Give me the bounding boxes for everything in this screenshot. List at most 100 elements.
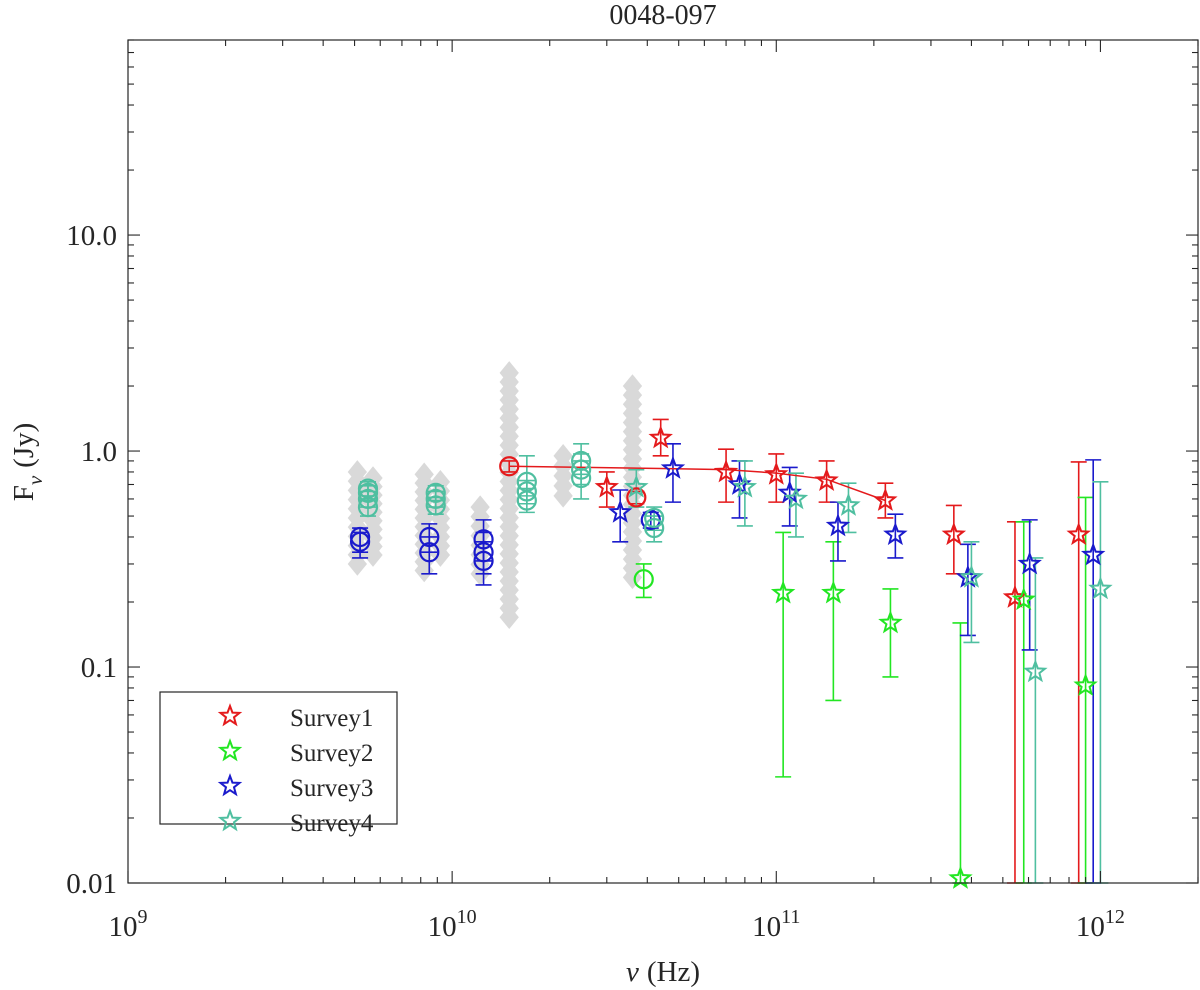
y-axis-label: Fν (Jy) (8, 423, 47, 502)
survey1-point-4 (814, 467, 839, 491)
legend-entries: Survey1 Survey2 Survey3 Survey4 (217, 703, 374, 837)
x-tick-base: 10 (109, 911, 138, 943)
teal-circles-point-1 (357, 488, 379, 510)
teal-circles-point-9 (516, 471, 537, 492)
x-tick-exponent: 12 (1105, 906, 1125, 928)
survey2-point-4 (1011, 586, 1036, 611)
fit-line (509, 465, 886, 502)
survey1-point-5 (873, 487, 898, 511)
teal-circles-point-14 (644, 507, 665, 529)
survey4-point-6 (1088, 576, 1113, 600)
teal-circles-point-13 (644, 517, 665, 539)
survey3-point-1 (660, 455, 686, 479)
x-axis-label: ν (Hz) (626, 956, 700, 988)
star-markers (594, 425, 1113, 889)
legend-box (159, 691, 398, 825)
survey2-point-5 (1073, 672, 1098, 697)
legend-label-survey1: Survey1 (290, 705, 373, 732)
x-tick-exponent: 10 (457, 906, 477, 928)
chart-title: 0048-097 (609, 0, 716, 31)
survey2-errorbar-0 (775, 531, 792, 778)
legend-label-survey2: Survey2 (290, 740, 373, 767)
model-line (509, 465, 886, 502)
red-circles-point-1 (626, 487, 647, 508)
survey4-point-5 (1023, 658, 1048, 683)
y-axis-sub: ν (23, 475, 47, 485)
survey2-point-1 (821, 580, 846, 604)
legend-marker-survey1 (217, 703, 243, 727)
teal-circles-point-12 (571, 450, 592, 472)
survey1-point-3 (764, 461, 789, 485)
x-tick-label: 109 (109, 906, 148, 943)
legend-marker-survey4 (217, 808, 243, 832)
x-tick-base: 10 (752, 911, 781, 943)
blue-circles-point-5 (473, 542, 494, 563)
teal-circles-point-3 (357, 478, 379, 499)
survey3-point-8 (1080, 542, 1106, 566)
legend-label-survey4: Survey4 (290, 810, 374, 837)
survey1-point-2 (713, 459, 739, 483)
blue-circles-point-4 (473, 550, 494, 571)
plot-frame (127, 39, 1199, 884)
survey3-errorbar-6 (959, 543, 976, 637)
x-tick-exponent: 11 (781, 906, 800, 928)
y-tick-label: 10.0 (66, 220, 117, 252)
archival-diamond (414, 558, 434, 583)
archival-diamond (363, 543, 383, 567)
survey3-point-0 (607, 499, 633, 523)
archival-diamond (622, 565, 643, 590)
archival-diamond (553, 484, 573, 508)
x-tick-exponent: 9 (138, 906, 148, 928)
survey1-point-1 (648, 425, 673, 449)
blue-circles-point-3 (419, 526, 440, 548)
survey4-point-3 (836, 492, 861, 516)
legend-label-survey3: Survey3 (290, 775, 373, 802)
survey4-point-4 (959, 564, 984, 588)
green-circles-point-0 (633, 569, 654, 590)
survey4-point-1 (732, 474, 758, 498)
y-tick-label: 0.1 (81, 652, 117, 684)
teal-circles-errorbar-9 (518, 455, 535, 497)
survey4-point-0 (624, 474, 649, 498)
y-axis-base: F (8, 485, 40, 501)
survey2-point-2 (878, 610, 903, 634)
x-tick-base: 10 (428, 911, 457, 943)
survey4-errorbar-4 (963, 540, 980, 644)
archival-diamond (499, 605, 519, 630)
survey3-errorbar-5 (887, 513, 904, 559)
y-tick-label: 1.0 (81, 436, 117, 468)
survey1-point-0 (594, 474, 620, 498)
red-circles-point-0 (499, 456, 520, 477)
x-tick-label: 1010 (428, 906, 477, 943)
x-tick-base: 10 (1076, 911, 1105, 943)
survey2-errorbar-2 (882, 588, 899, 678)
survey1-point-8 (1066, 521, 1091, 546)
circle-markers (349, 450, 665, 590)
x-axis-symbol: ν (626, 956, 639, 988)
survey1-point-6 (941, 521, 967, 546)
y-axis-unit: (Jy) (8, 423, 40, 468)
y-tick-label: 0.01 (66, 868, 117, 900)
blue-circles-point-2 (419, 542, 440, 563)
blue-circles-point-1 (349, 526, 371, 548)
archival-diamond (430, 543, 451, 567)
survey2-point-0 (770, 580, 796, 604)
blue-circles-point-6 (473, 529, 494, 550)
legend: Survey1 Survey2 Survey3 Survey4 (159, 691, 398, 837)
x-tick-label: 1011 (752, 906, 800, 943)
x-axis-unit: (Hz) (647, 956, 700, 988)
legend-marker-survey2 (217, 738, 243, 762)
survey4-point-2 (783, 486, 809, 510)
survey3-point-7 (1017, 551, 1042, 575)
teal-circles-point-11 (571, 459, 592, 480)
blue-circles-point-0 (349, 531, 371, 552)
x-tick-label: 1012 (1076, 906, 1125, 943)
teal-circles-point-8 (516, 481, 537, 502)
survey4-errorbar-2 (787, 472, 804, 538)
teal-circles-point-4 (425, 495, 446, 516)
teal-circles-point-5 (425, 488, 446, 510)
teal-circles-point-6 (425, 482, 446, 503)
survey3-point-4 (825, 513, 851, 537)
